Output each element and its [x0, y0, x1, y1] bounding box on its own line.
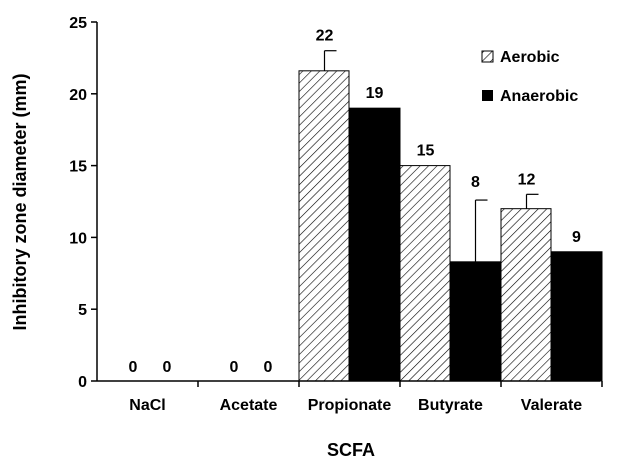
- category-label-acetate: Acetate: [220, 397, 278, 414]
- legend-swatch-anaerobic: [482, 90, 493, 101]
- legend-label-anaerobic: Anaerobic: [500, 88, 578, 105]
- y-tick-label-5: 5: [78, 302, 87, 319]
- bars: [298, 50, 603, 382]
- data-label-anaerobic-acetate: 0: [264, 359, 273, 376]
- y-axis-label: Inhibitory zone diameter (mm): [10, 73, 30, 330]
- x-axis-label: SCFA: [327, 440, 375, 460]
- category-label-valerate: Valerate: [521, 397, 582, 414]
- category-label-nacl: NaCl: [129, 397, 165, 414]
- y-axis: 0 5 10 15 20 25: [69, 15, 98, 391]
- data-labels: 0 0 0 0 22 19 15 8 12 9: [129, 28, 582, 376]
- category-label-propionate: Propionate: [308, 397, 392, 414]
- y-tick-label-0: 0: [78, 374, 87, 391]
- y-tick-label-25: 25: [69, 15, 87, 32]
- y-tick-label-10: 10: [69, 230, 87, 247]
- legend-label-aerobic: Aerobic: [500, 49, 560, 66]
- bar-aerobic-valerate: [500, 208, 552, 382]
- data-label-anaerobic-nacl: 0: [163, 359, 172, 376]
- bar-aerobic-propionate: [298, 70, 350, 382]
- data-label-aerobic-nacl: 0: [129, 359, 138, 376]
- bar-aerobic-butyrate: [399, 165, 451, 382]
- data-label-anaerobic-butyrate: 8: [471, 174, 480, 191]
- data-label-aerobic-valerate: 12: [518, 171, 536, 188]
- legend: Aerobic Anaerobic: [481, 49, 578, 105]
- data-label-anaerobic-propionate: 19: [366, 85, 384, 102]
- data-label-anaerobic-valerate: 9: [572, 229, 581, 246]
- data-label-aerobic-butyrate: 15: [417, 143, 435, 160]
- legend-swatch-aerobic: [481, 50, 494, 63]
- bar-anaerobic-propionate: [348, 107, 401, 382]
- x-axis: NaCl Acetate Propionate Butyrate Valerate: [97, 380, 603, 414]
- bar-anaerobic-valerate: [550, 251, 603, 382]
- category-label-butyrate: Butyrate: [418, 397, 483, 414]
- y-tick-label-20: 20: [69, 87, 87, 104]
- y-tick-label-15: 15: [69, 159, 87, 176]
- bar-anaerobic-butyrate: [449, 261, 502, 382]
- data-label-aerobic-acetate: 0: [230, 359, 239, 376]
- data-label-aerobic-propionate: 22: [316, 28, 334, 45]
